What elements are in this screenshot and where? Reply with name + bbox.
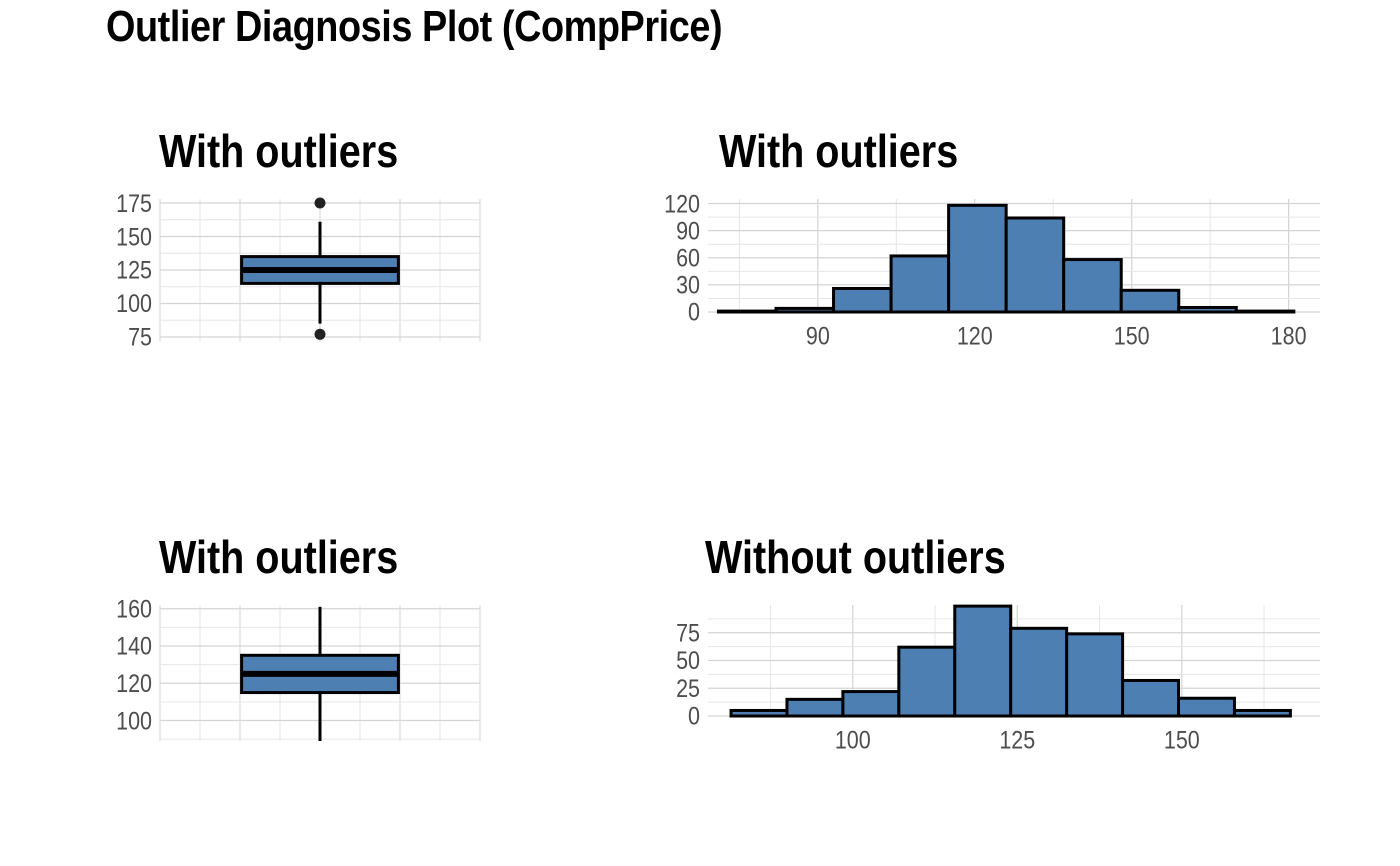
y-tick-label: 125: [116, 256, 152, 284]
page-title: Outlier Diagnosis Plot (CompPrice): [106, 2, 723, 51]
y-tick-label: 100: [116, 290, 152, 318]
histogram-bar: [897, 645, 957, 718]
histogram-bar: [1065, 632, 1125, 718]
x-tick-label: 125: [999, 726, 1035, 754]
histogram-bar: [785, 697, 845, 718]
y-tick-label: 75: [128, 323, 152, 351]
x-tick-label: 120: [957, 322, 993, 350]
histogram-bar: [1004, 216, 1066, 314]
y-tick-label: 120: [116, 669, 152, 697]
y-tick-label: 150: [116, 223, 152, 251]
y-tick-label: 25: [676, 674, 700, 702]
y-tick-label: 75: [676, 619, 700, 647]
outlier-point: [314, 328, 326, 340]
panel-2: [159, 605, 481, 741]
y-tick-label: 90: [676, 217, 700, 245]
y-tick-label: 0: [688, 298, 700, 326]
x-tick-label: 150: [1164, 726, 1200, 754]
panel-0: [159, 197, 481, 341]
y-tick-label: 175: [116, 189, 152, 217]
x-tick-label: 180: [1271, 322, 1307, 350]
panel-title-box-with-outliers: With outliers: [159, 125, 399, 177]
histogram-bar: [832, 286, 893, 314]
histogram-bar: [1009, 626, 1069, 718]
histogram-bar: [1177, 305, 1238, 314]
y-tick-label: 120: [664, 190, 700, 218]
panel-3: [708, 604, 1320, 718]
x-tick-label: 100: [835, 726, 871, 754]
x-tick-label: 150: [1114, 322, 1150, 350]
histogram-bar: [1232, 708, 1292, 718]
y-tick-label: 100: [116, 707, 152, 735]
y-tick-label: 30: [676, 271, 700, 299]
histogram-bar: [1177, 696, 1236, 718]
histogram-bar: [716, 309, 778, 314]
histogram-bar: [1062, 258, 1123, 314]
histogram-bar: [841, 690, 901, 718]
panel-title-hist-without-outliers: Without outliers: [705, 531, 1006, 583]
histogram-bar: [953, 604, 1013, 718]
histogram-bar: [947, 203, 1008, 314]
outlier-point: [314, 197, 326, 209]
y-tick-label: 50: [676, 647, 700, 675]
y-tick-label: 60: [676, 244, 700, 272]
y-tick-label: 160: [116, 595, 152, 623]
y-tick-label: 0: [688, 702, 700, 730]
histogram-bar: [729, 708, 789, 718]
histogram-bar: [1234, 309, 1296, 314]
panel-title-box-after: With outliers: [159, 531, 399, 583]
histogram-bar: [1119, 288, 1181, 314]
histogram-bar: [1121, 678, 1181, 718]
panel-1: [708, 199, 1320, 314]
x-tick-label: 90: [806, 322, 830, 350]
histogram-bar: [889, 254, 951, 314]
histogram-bar: [774, 306, 836, 314]
panel-title-hist-with-outliers: With outliers: [719, 125, 959, 177]
y-tick-label: 140: [116, 632, 152, 660]
